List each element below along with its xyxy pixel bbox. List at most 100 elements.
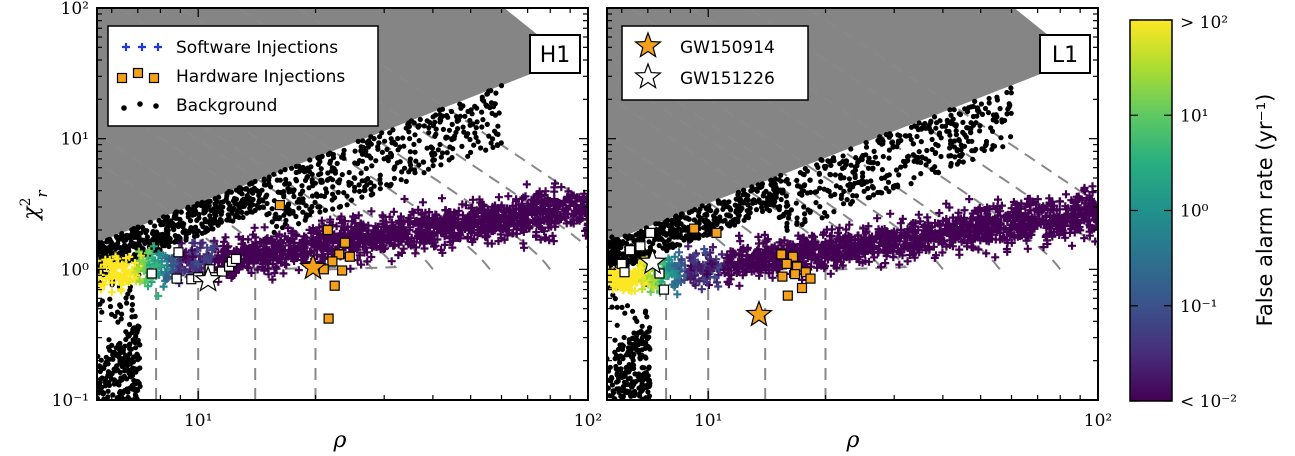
background-point — [171, 227, 177, 233]
background-point — [339, 154, 345, 160]
software-injection — [1022, 236, 1031, 245]
background-point — [944, 117, 950, 123]
background-point — [191, 208, 197, 214]
background-point — [424, 145, 430, 151]
background-point — [377, 180, 383, 186]
background-point — [911, 175, 917, 181]
software-injection — [269, 250, 278, 258]
background-point — [216, 204, 222, 210]
background-point — [848, 162, 854, 168]
background-point — [886, 172, 892, 178]
background-point — [203, 225, 209, 231]
software-injection — [125, 278, 134, 286]
background-point — [407, 149, 413, 155]
background-point — [653, 221, 659, 227]
background-point — [187, 218, 194, 224]
software-injection — [154, 249, 163, 258]
background-point — [115, 319, 121, 325]
background-point — [296, 205, 302, 211]
background-point — [359, 194, 365, 200]
software-injection — [440, 240, 449, 249]
background-point — [642, 310, 649, 316]
background-point — [947, 145, 953, 151]
background-point — [162, 216, 168, 222]
background-point — [99, 309, 105, 315]
software-injection — [256, 237, 265, 246]
software-injection — [163, 264, 172, 273]
background-point — [850, 169, 856, 175]
background-point — [644, 336, 651, 342]
background-point — [953, 128, 959, 134]
software-injection — [116, 276, 125, 284]
background-points — [97, 83, 505, 400]
background-point — [433, 112, 439, 118]
background-point — [324, 177, 330, 183]
software-injection — [312, 228, 321, 237]
background-point — [860, 174, 866, 180]
background-point — [183, 230, 189, 236]
background-point — [369, 163, 375, 169]
background-point — [174, 209, 180, 215]
background-point — [981, 147, 987, 154]
background-point — [432, 133, 438, 139]
software-injection — [219, 237, 228, 246]
software-injection — [903, 257, 912, 266]
background-point — [128, 357, 134, 363]
background-point — [309, 209, 315, 215]
software-injection — [476, 224, 485, 233]
background-point — [741, 187, 747, 193]
software-injection — [437, 245, 446, 254]
background-point — [480, 117, 486, 123]
background-point — [778, 178, 784, 184]
software-injection — [247, 268, 256, 277]
background-point — [391, 166, 397, 172]
software-injection — [384, 234, 392, 242]
background-point — [218, 219, 224, 225]
background-point — [364, 182, 370, 188]
background-point — [643, 355, 649, 361]
software-injection — [346, 264, 355, 273]
background-point — [614, 372, 620, 378]
background-point — [355, 138, 361, 144]
y-tick-label: 10¹ — [61, 130, 89, 150]
hardware-injection-point — [322, 224, 333, 236]
software-injection — [221, 233, 230, 242]
background-point — [673, 233, 679, 239]
background-point — [617, 342, 623, 348]
background-point — [467, 117, 473, 124]
software-injection — [898, 214, 907, 223]
background-point — [218, 199, 224, 205]
background-point — [630, 308, 636, 314]
background-point — [768, 177, 775, 183]
software-injection — [484, 205, 492, 214]
background-point — [446, 157, 452, 163]
software-injection — [184, 256, 193, 265]
software-injection — [351, 219, 360, 228]
background-point — [1000, 144, 1006, 150]
background-point — [636, 339, 643, 345]
background-point — [239, 209, 245, 215]
background-point — [352, 160, 358, 166]
software-injection — [523, 211, 532, 219]
background-point — [286, 211, 293, 217]
background-point — [358, 144, 364, 150]
background-point — [454, 118, 460, 124]
software-injection — [378, 220, 387, 229]
background-point — [631, 330, 637, 336]
software-injection — [371, 222, 380, 231]
background-point — [818, 179, 824, 185]
software-injection — [137, 251, 146, 260]
software-injection — [675, 248, 683, 257]
background-point — [98, 243, 104, 249]
background-point — [299, 183, 305, 189]
background-point — [428, 144, 434, 150]
background-point — [753, 207, 760, 213]
software-injection — [363, 257, 372, 266]
software-injection — [317, 216, 326, 225]
background-point — [794, 183, 801, 189]
background-point — [144, 236, 150, 243]
background-point — [468, 121, 474, 128]
background-point — [783, 203, 790, 209]
background-point — [640, 250, 646, 256]
software-injection — [541, 234, 549, 243]
